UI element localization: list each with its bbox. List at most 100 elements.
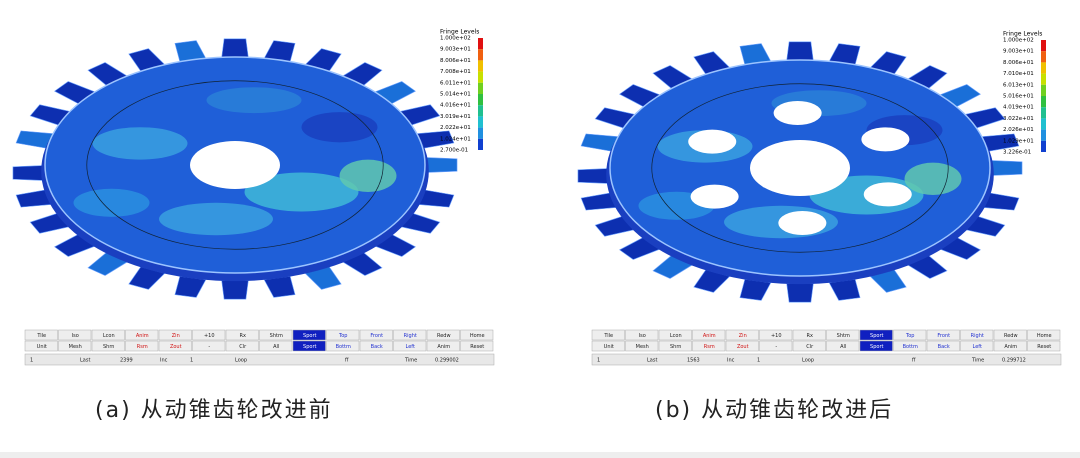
stress-patch — [206, 87, 302, 114]
toolbar-button[interactable] — [692, 340, 726, 352]
toolbar-button-label: Sport — [870, 333, 883, 339]
toolbar-button[interactable] — [759, 329, 793, 341]
toolbar-button[interactable] — [859, 340, 893, 352]
toolbar-button[interactable] — [91, 340, 125, 352]
status-field: 1563 — [687, 358, 700, 364]
toolbar-button[interactable] — [125, 340, 159, 352]
toolbar-button[interactable] — [658, 329, 692, 341]
toolbar-button[interactable] — [658, 340, 692, 352]
status-field: Loop — [235, 358, 247, 364]
gear-groove — [651, 83, 949, 253]
toolbar-button[interactable] — [326, 329, 360, 341]
status-field: Inc — [727, 358, 735, 364]
toolbar-button[interactable] — [1027, 340, 1061, 352]
toolbar-button[interactable] — [993, 329, 1027, 341]
toolbar-button[interactable] — [792, 340, 826, 352]
toolbar-button-label: Rx — [807, 333, 813, 339]
toolbar-button[interactable] — [826, 340, 860, 352]
lightening-hole — [861, 127, 910, 152]
toolbar-button[interactable] — [460, 340, 494, 352]
toolbar-button[interactable] — [292, 340, 326, 352]
toolbar-button[interactable] — [893, 340, 927, 352]
toolbar-button[interactable] — [993, 340, 1027, 352]
toolbar-button[interactable] — [259, 329, 293, 341]
toolbar-button-label: Zin — [739, 333, 747, 339]
toolbar-button[interactable] — [393, 329, 427, 341]
toolbar-button-label: Sport — [870, 344, 883, 350]
legend-label: 1.000e+02 — [440, 36, 471, 42]
legend-label: 8.006e+01 — [1003, 60, 1034, 66]
toolbar-button[interactable] — [192, 340, 226, 352]
lightening-hole — [773, 101, 822, 126]
toolbar-button[interactable] — [393, 340, 427, 352]
divider — [0, 452, 1080, 458]
toolbar-button[interactable] — [359, 329, 393, 341]
legend-label: 9.003e+01 — [1003, 49, 1034, 55]
legend-swatch — [1041, 51, 1046, 63]
stress-patch — [159, 202, 273, 236]
toolbar-button[interactable] — [826, 329, 860, 341]
toolbar-button[interactable] — [158, 329, 192, 341]
toolbar-button[interactable] — [926, 340, 960, 352]
legend-swatch — [1041, 84, 1046, 96]
legend-label: 2.026e+01 — [1003, 127, 1034, 133]
legend-label: 3.226e-01 — [1003, 150, 1031, 156]
stress-patch — [904, 162, 962, 195]
toolbar-button[interactable] — [792, 329, 826, 341]
toolbar-button[interactable] — [326, 340, 360, 352]
toolbar-button-label: Shrn — [670, 344, 681, 350]
toolbar-button[interactable] — [460, 329, 494, 341]
toolbar-button-label: Front — [370, 333, 383, 339]
toolbar-button[interactable] — [926, 329, 960, 341]
toolbar-button[interactable] — [58, 329, 92, 341]
toolbar-button[interactable] — [259, 340, 293, 352]
status-bar — [24, 353, 495, 366]
toolbar-button-label: Top — [338, 333, 347, 339]
gear-tooth — [786, 283, 814, 303]
gear-tooth — [221, 280, 249, 300]
toolbar-button[interactable] — [692, 329, 726, 341]
toolbar-button-label: Shtm — [270, 333, 283, 339]
toolbar-button[interactable] — [24, 340, 58, 352]
toolbar-button[interactable] — [225, 340, 259, 352]
toolbar-button[interactable] — [591, 329, 625, 341]
status-field: Loop — [802, 358, 814, 364]
gear-tooth — [577, 168, 611, 184]
toolbar-button[interactable] — [58, 340, 92, 352]
legend-swatch — [478, 138, 483, 150]
toolbar-button-label: +10 — [204, 333, 215, 339]
stress-patch — [339, 159, 397, 192]
status-field: Inc — [160, 358, 168, 364]
toolbar-button[interactable] — [960, 329, 994, 341]
toolbar-button[interactable] — [359, 340, 393, 352]
toolbar-button[interactable] — [24, 329, 58, 341]
toolbar-button[interactable] — [125, 329, 159, 341]
toolbar-button[interactable] — [591, 340, 625, 352]
toolbar-button-label: Back — [371, 344, 383, 350]
toolbar-button[interactable] — [91, 329, 125, 341]
toolbar-button[interactable] — [192, 329, 226, 341]
toolbar-button[interactable] — [158, 340, 192, 352]
toolbar-button[interactable] — [893, 329, 927, 341]
toolbar-button-label: Unit — [604, 344, 614, 350]
toolbar-button[interactable] — [426, 340, 460, 352]
toolbar-button-label: Bottm — [903, 344, 918, 350]
toolbar-button[interactable] — [225, 329, 259, 341]
center-hole — [750, 140, 850, 196]
toolbar-button[interactable] — [725, 340, 759, 352]
toolbar-button[interactable] — [859, 329, 893, 341]
legend-swatch — [1041, 40, 1046, 52]
toolbar-button[interactable] — [1027, 329, 1061, 341]
toolbar-button[interactable] — [292, 329, 326, 341]
toolbar-button[interactable] — [426, 329, 460, 341]
toolbar-button[interactable] — [625, 329, 659, 341]
toolbar-button-label: Anim — [136, 333, 149, 339]
legend-swatch — [478, 116, 483, 128]
toolbar-button[interactable] — [625, 340, 659, 352]
legend-label: 1.000e+02 — [1003, 38, 1034, 44]
toolbar-button[interactable] — [759, 340, 793, 352]
toolbar-button-label: Mesh — [636, 344, 649, 350]
toolbar-button[interactable] — [725, 329, 759, 341]
toolbar-button[interactable] — [960, 340, 994, 352]
